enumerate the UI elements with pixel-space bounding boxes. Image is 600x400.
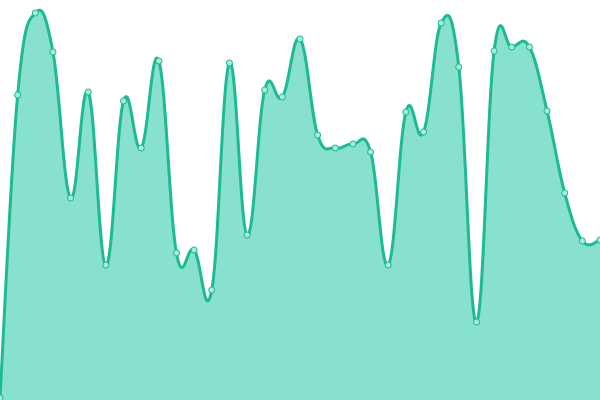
- data-point: [120, 97, 128, 105]
- data-point: [314, 131, 322, 139]
- data-point: [384, 261, 392, 269]
- data-point: [402, 108, 410, 116]
- data-point: [490, 47, 498, 55]
- data-point: [349, 140, 357, 148]
- data-point: [137, 144, 145, 152]
- data-point: [225, 59, 233, 67]
- data-point: [243, 231, 251, 239]
- data-point: [0, 394, 4, 400]
- data-point: [420, 128, 428, 136]
- data-point: [472, 318, 480, 326]
- series-line: [0, 8, 600, 399]
- data-point: [578, 237, 586, 245]
- data-point: [525, 43, 533, 51]
- data-point: [102, 261, 110, 269]
- data-point: [561, 189, 569, 197]
- data-point: [31, 9, 39, 17]
- data-point: [543, 107, 551, 115]
- data-point: [67, 194, 75, 202]
- data-point: [172, 249, 180, 257]
- data-point: [49, 48, 57, 56]
- data-point: [596, 236, 600, 244]
- data-point: [155, 57, 163, 65]
- data-point: [508, 43, 516, 51]
- data-point: [455, 63, 463, 71]
- data-point: [190, 246, 198, 254]
- data-point: [261, 86, 269, 94]
- area-fill: [0, 10, 600, 400]
- data-point: [437, 19, 445, 27]
- data-points: [0, 9, 600, 400]
- data-point: [208, 286, 216, 294]
- data-point: [296, 35, 304, 43]
- data-point: [367, 148, 375, 156]
- data-point: [14, 91, 22, 99]
- data-point: [84, 88, 92, 96]
- data-point: [278, 93, 286, 101]
- data-point: [331, 144, 339, 152]
